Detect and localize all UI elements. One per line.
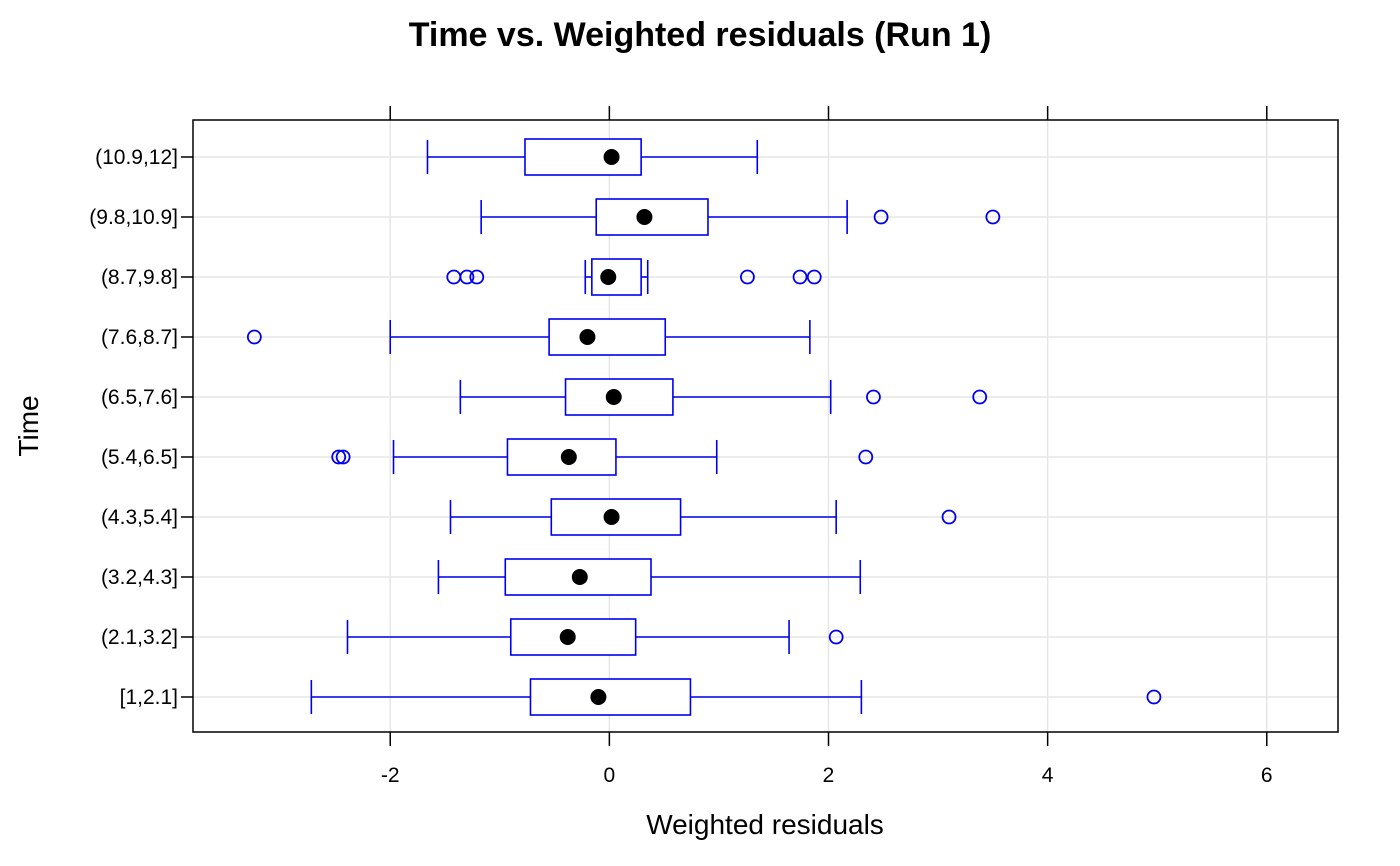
box-rect bbox=[509, 618, 637, 656]
outlier-point bbox=[941, 509, 957, 525]
outlier-point bbox=[873, 209, 889, 225]
y-tick-label: (2.1,3.2] bbox=[101, 626, 178, 649]
y-tick-label: (9.8,10.9] bbox=[89, 206, 178, 229]
box-series-1 bbox=[346, 618, 844, 656]
outlier-point bbox=[335, 449, 351, 465]
x-axis-label: Weighted residuals bbox=[646, 809, 884, 840]
y-tick-label: (6.5,7.6] bbox=[101, 386, 178, 409]
x-tick-label: 2 bbox=[823, 764, 835, 787]
y-tick-label: (10.9,12] bbox=[95, 146, 178, 169]
median-point bbox=[603, 509, 620, 525]
outlier-point bbox=[246, 329, 262, 345]
box-series-4 bbox=[331, 438, 874, 476]
box-layer bbox=[246, 138, 1162, 716]
median-point bbox=[636, 209, 653, 225]
outlier-point bbox=[806, 269, 822, 285]
x-tick-label: 0 bbox=[604, 764, 616, 787]
plot-frame bbox=[192, 119, 1339, 733]
outlier-point bbox=[459, 269, 475, 285]
box-series-8 bbox=[480, 198, 1001, 236]
median-point bbox=[605, 389, 622, 405]
y-tick-label: (3.2,4.3] bbox=[101, 566, 178, 589]
outlier-point bbox=[828, 629, 844, 645]
outlier-point bbox=[1146, 689, 1162, 705]
median-point bbox=[603, 149, 620, 165]
box-rect bbox=[529, 678, 692, 716]
x-tick-label: -2 bbox=[381, 764, 400, 787]
y-tick-label: (5.4,6.5] bbox=[101, 446, 178, 469]
x-tick-label: 4 bbox=[1042, 764, 1054, 787]
box-series-2 bbox=[437, 558, 862, 596]
outlier-point bbox=[331, 449, 347, 465]
box-rect bbox=[524, 138, 642, 176]
median-point bbox=[590, 689, 607, 705]
box-series-9 bbox=[426, 138, 759, 176]
outlier-point bbox=[866, 389, 881, 405]
box-series-6 bbox=[246, 318, 811, 356]
outlier-point bbox=[985, 209, 1001, 225]
box-rect bbox=[548, 318, 667, 356]
median-point bbox=[600, 269, 617, 285]
y-tick-label: (4.3,5.4] bbox=[101, 506, 178, 529]
outlier-point bbox=[469, 269, 485, 285]
y-axis-label: Time bbox=[13, 395, 44, 456]
chart-title: Time vs. Weighted residuals (Run 1) bbox=[409, 16, 992, 54]
outlier-point bbox=[740, 269, 755, 285]
y-tick-label: (8.7,9.8] bbox=[101, 266, 178, 289]
box-series-3 bbox=[449, 498, 957, 536]
outlier-point bbox=[792, 269, 808, 285]
median-point bbox=[579, 329, 596, 345]
box-series-5 bbox=[459, 378, 988, 416]
x-tick-label: 6 bbox=[1261, 764, 1273, 787]
outlier-point bbox=[972, 389, 988, 405]
box-series-0 bbox=[310, 678, 1162, 716]
box-rect bbox=[591, 258, 642, 296]
axis-layer: -2 0 2 4 6 [1,2.1] (2.1,3.2] (3.2,4.3] (4.3,5.4]… bbox=[89, 106, 1273, 787]
median-point bbox=[571, 569, 588, 585]
outlier-point bbox=[858, 449, 874, 465]
grid-layer bbox=[193, 120, 1338, 732]
median-point bbox=[560, 449, 577, 465]
box-series-7 bbox=[446, 258, 822, 296]
y-tick-label: (7.6,8.7] bbox=[101, 326, 178, 349]
median-point bbox=[559, 629, 576, 645]
y-tick-label: [1,2.1] bbox=[120, 686, 178, 709]
